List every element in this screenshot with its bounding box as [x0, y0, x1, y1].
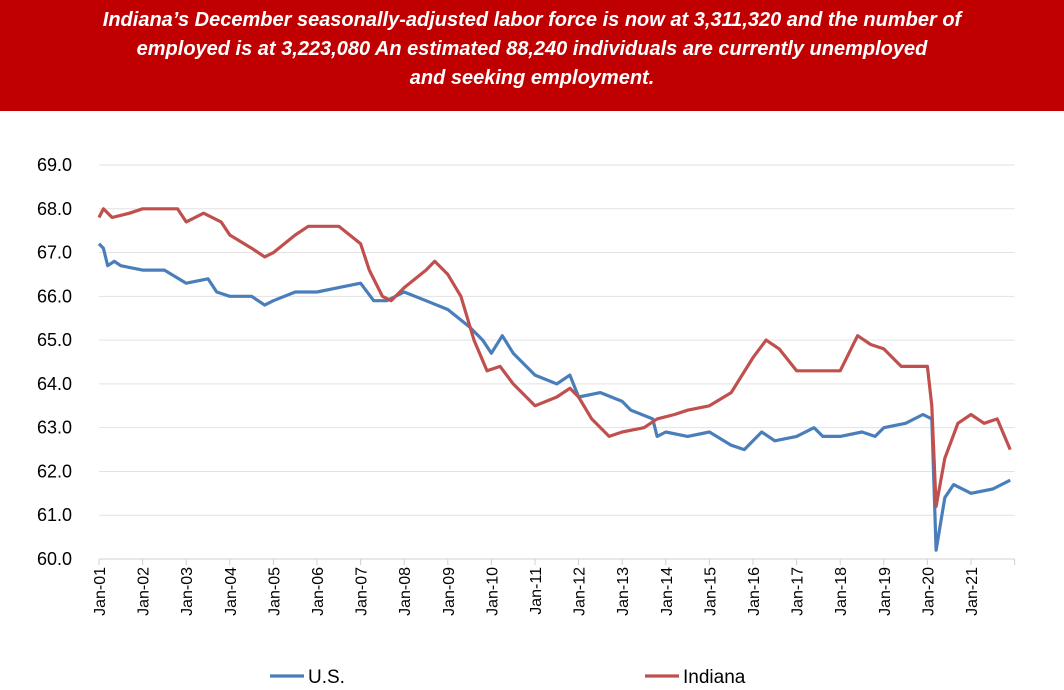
headline-banner: Indiana’s December seasonally-adjusted l…: [0, 0, 1064, 111]
y-tick-label: 64.0: [37, 374, 72, 394]
series-line-us: [97, 242, 1011, 552]
x-tick-label: Jan-01: [92, 567, 109, 616]
x-tick-label: Jan-15: [702, 567, 719, 616]
y-tick-label: 67.0: [37, 243, 72, 263]
x-tick-label: Jan-11: [528, 567, 545, 615]
x-tick-label: Jan-20: [920, 567, 937, 616]
legend-label: Indiana: [683, 667, 746, 688]
y-tick-label: 60.0: [37, 549, 72, 569]
x-tick-label: Jan-08: [397, 567, 414, 616]
y-tick-label: 66.0: [37, 286, 72, 306]
series-line-indiana: [97, 207, 1012, 509]
x-tick-label: Jan-18: [833, 567, 850, 616]
x-tick-label: Jan-02: [136, 567, 153, 616]
series-lines: [97, 207, 1012, 552]
x-tick-label: Jan-06: [310, 567, 327, 616]
x-tick-label: Jan-03: [179, 567, 196, 616]
headline-line-3: and seeking employment.: [409, 67, 655, 89]
x-tick-label: Jan-10: [484, 567, 501, 616]
gridlines: [99, 164, 1015, 560]
x-tick-label: Jan-19: [877, 567, 894, 616]
x-tick-label: Jan-21: [964, 567, 981, 616]
legend-label: U.S.: [308, 667, 345, 688]
headline-line-2: employed is at 3,223,080 An estimated 88…: [136, 38, 928, 60]
y-tick-label: 69.0: [37, 155, 72, 175]
y-tick-label: 65.0: [37, 330, 72, 350]
y-tick-label: 61.0: [37, 505, 72, 525]
y-tick-label: 68.0: [37, 199, 72, 219]
x-axis-ticks: Jan-01 Jan-02 Jan-03 Jan-04 Jan-05 Jan-06 Jan-…: [92, 559, 1016, 616]
x-tick-label: Jan-12: [572, 567, 589, 616]
headline-line-1: Indiana’s December seasonally-adjusted l…: [102, 9, 962, 31]
x-tick-label: Jan-16: [746, 567, 763, 616]
x-tick-label: Jan-09: [441, 567, 458, 616]
y-axis-ticks: 60.0 61.0 62.0 63.0 64.0 65.0 66.0 67.0 68.0 69.0: [37, 155, 72, 569]
x-tick-label: Jan-13: [615, 567, 632, 616]
legend: U.S. Indiana: [270, 667, 746, 688]
x-tick-label: Jan-17: [790, 567, 807, 616]
y-tick-label: 62.0: [37, 461, 72, 481]
y-tick-label: 63.0: [37, 418, 72, 438]
x-tick-label: Jan-14: [659, 567, 676, 616]
x-tick-label: Jan-04: [223, 567, 240, 616]
x-tick-label: Jan-07: [354, 567, 371, 616]
x-tick-label: Jan-05: [266, 567, 283, 616]
